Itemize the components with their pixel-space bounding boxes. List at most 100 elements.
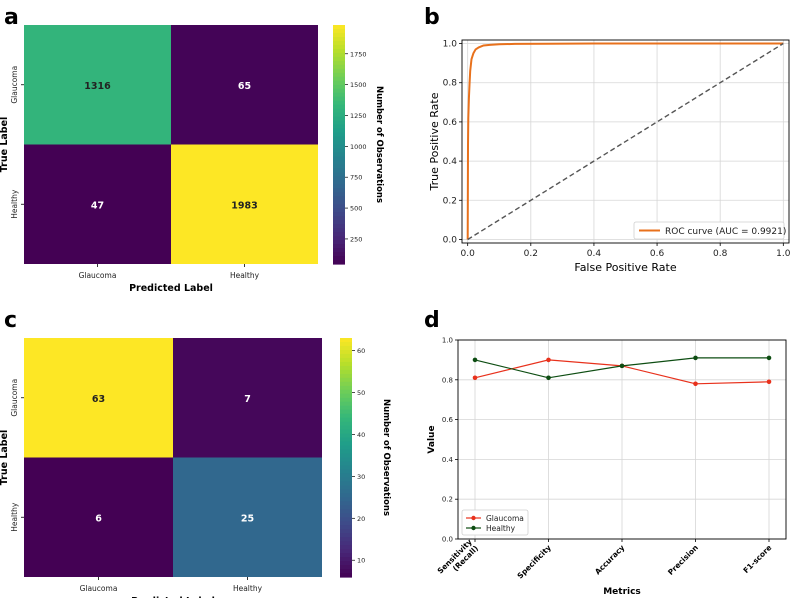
colorbar-segment (340, 533, 352, 538)
data-point (766, 355, 772, 361)
colorbar-segment (340, 545, 352, 550)
legend-marker (471, 515, 476, 521)
heatmap-cell (24, 457, 173, 577)
heatmap-value: 63 (92, 394, 105, 405)
colorbar-segment (340, 461, 352, 467)
data-point (546, 357, 551, 363)
heatmap-cell (173, 457, 322, 577)
colorbar-segment (340, 417, 352, 423)
colorbar-segment (333, 232, 345, 237)
colorbar: 10 20 30 40 50 60 Number of Observations (340, 338, 391, 578)
colorbar-segment (333, 72, 345, 78)
colorbar-tick-label: 1500 (350, 81, 367, 89)
colorbar-segment (333, 136, 345, 142)
colorbar-segment (340, 365, 352, 371)
y-tick-label: 0.6 (443, 118, 458, 128)
legend-box (461, 509, 529, 536)
y-tick-label: 0.6 (442, 416, 454, 424)
colorbar-segment (340, 369, 352, 375)
x-tick-label: Glaucoma (80, 584, 118, 593)
colorbar-segment (333, 200, 345, 205)
heatmap-cell (173, 338, 322, 458)
colorbar-segment (333, 124, 345, 130)
x-tick-label: 1.0 (776, 249, 791, 259)
colorbar-segment (333, 236, 345, 241)
colorbar-segment (333, 228, 345, 233)
x-tick-label: Specificity (515, 543, 553, 581)
colorbar-segment (333, 208, 345, 213)
colorbar-segment (340, 549, 352, 554)
x-tick-label: Accuracy (593, 543, 626, 576)
heatmap-cell (24, 25, 171, 145)
y-tick-label: 0.2 (443, 196, 457, 206)
y-axis-label: True Label (0, 117, 10, 173)
data-point (472, 375, 478, 381)
colorbar-segment (340, 505, 352, 510)
colorbar-segment (340, 377, 352, 383)
colorbar-segment (340, 513, 352, 518)
x-tick-label: Glaucoma (79, 271, 117, 280)
x-tick-label-line: Specificity (515, 543, 553, 581)
panel-label-b: b (424, 5, 440, 30)
x-axis-label: Metrics (603, 587, 641, 597)
colorbar-segment (333, 36, 345, 42)
data-point (546, 375, 551, 381)
colorbar-tick-label: 50 (357, 389, 365, 397)
colorbar-segment (340, 421, 352, 427)
colorbar-segment (340, 413, 352, 419)
heatmap-value: 25 (241, 513, 254, 524)
x-tick-label: Healthy (233, 584, 263, 593)
x-tick-label: 0.2 (524, 249, 538, 259)
y-axis-label: True Label (0, 430, 10, 486)
colorbar-segment (333, 152, 345, 158)
colorbar-tick-label: 60 (357, 347, 365, 355)
panel-a: 1316 65 47 1983 Glaucoma Healthy Glaucoma Healt… (0, 25, 384, 294)
colorbar-tick-label: 1250 (350, 112, 367, 120)
colorbar-segment (340, 405, 352, 411)
colorbar-segment (333, 160, 345, 166)
heatmap-value: 65 (238, 81, 251, 92)
colorbar-segment (340, 493, 352, 498)
heatmap-value: 1983 (231, 200, 257, 211)
colorbar-segment (333, 44, 345, 50)
colorbar-segment (340, 397, 352, 403)
y-tick-label: 0.4 (442, 456, 454, 464)
colorbar-segment (340, 437, 352, 443)
panel-label-a: a (4, 5, 19, 30)
colorbar-segment (340, 349, 352, 355)
colorbar-segment (333, 40, 345, 46)
plot-frame (461, 39, 790, 244)
colorbar-segment (333, 240, 345, 245)
colorbar-tick-label: 30 (357, 473, 365, 481)
colorbar-segment (340, 521, 352, 526)
colorbar-segment (333, 68, 345, 74)
colorbar-segment (333, 216, 345, 221)
colorbar-segment (340, 433, 352, 439)
colorbar-segment (333, 52, 345, 58)
colorbar-segment (340, 473, 352, 479)
data-point (472, 357, 478, 363)
y-tick-label: 0.2 (442, 496, 453, 504)
y-tick-label: 1.0 (443, 40, 458, 50)
colorbar-tick-label: 750 (350, 174, 362, 182)
colorbar-segment (333, 256, 345, 261)
colorbar-segment (333, 60, 345, 66)
colorbar-segment (340, 393, 352, 399)
legend: ROC curve (AUC = 0.9921) (633, 221, 786, 240)
colorbar-segment (340, 537, 352, 542)
colorbar-segment (340, 389, 352, 395)
legend-box (633, 221, 785, 240)
colorbar-segment (340, 357, 352, 363)
colorbar-tick-label: 1750 (350, 50, 367, 58)
x-tick-label: F1-score (741, 543, 773, 575)
colorbar-segment (340, 445, 352, 451)
colorbar-segment (340, 553, 352, 558)
colorbar-segment (333, 156, 345, 162)
y-tick-label: 0.0 (443, 235, 458, 245)
colorbar-segment (333, 96, 345, 102)
colorbar-segment (340, 477, 352, 482)
panel-c: 63 7 6 25 Glaucoma Healthy Glaucoma Healthy Pred… (0, 338, 391, 598)
colorbar-segment (333, 196, 345, 201)
colorbar-segment (333, 224, 345, 229)
colorbar-segment (340, 465, 352, 471)
